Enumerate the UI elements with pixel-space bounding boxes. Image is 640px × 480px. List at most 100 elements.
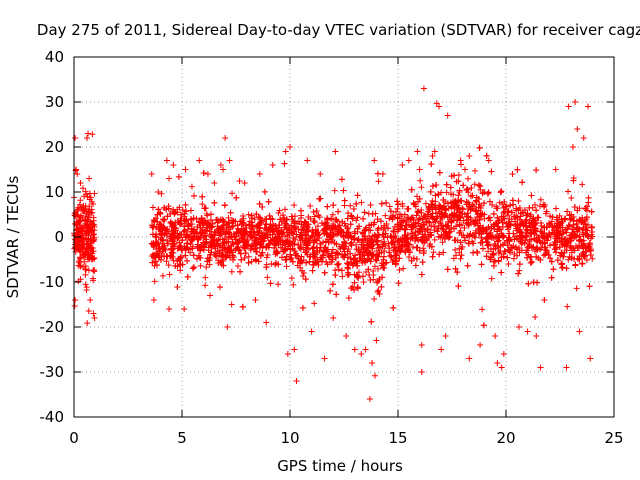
- data-point: [576, 226, 583, 233]
- data-point: [288, 275, 295, 282]
- data-point: [245, 253, 252, 260]
- data-point: [241, 245, 248, 252]
- data-point: [399, 200, 406, 207]
- data-point: [309, 245, 316, 252]
- data-point: [179, 207, 186, 214]
- data-point: [370, 267, 377, 274]
- data-point: [495, 237, 502, 244]
- data-point: [338, 176, 345, 183]
- data-point: [290, 281, 297, 288]
- data-point: [528, 192, 535, 199]
- data-point: [453, 252, 460, 259]
- data-point: [76, 201, 83, 208]
- data-point: [152, 258, 159, 265]
- data-point: [345, 210, 352, 217]
- data-point: [396, 266, 403, 273]
- data-point: [436, 251, 443, 258]
- data-point: [149, 222, 156, 229]
- data-point: [177, 267, 184, 274]
- data-point: [566, 242, 573, 249]
- data-point: [394, 205, 401, 212]
- data-point: [386, 203, 393, 210]
- data-point: [281, 160, 288, 167]
- data-point: [390, 304, 397, 311]
- data-point: [335, 208, 342, 215]
- data-point: [418, 207, 425, 214]
- data-point: [330, 222, 337, 229]
- data-point: [447, 184, 454, 191]
- data-point: [320, 239, 327, 246]
- data-point: [245, 211, 252, 218]
- data-point: [148, 240, 155, 247]
- data-point: [195, 236, 202, 243]
- y-tick-label: -30: [40, 363, 65, 381]
- data-point: [386, 215, 393, 222]
- data-point: [573, 285, 580, 292]
- data-point: [456, 187, 463, 194]
- data-point: [393, 208, 400, 215]
- data-point: [91, 268, 98, 275]
- data-point: [439, 239, 446, 246]
- data-point: [504, 208, 511, 215]
- data-point: [183, 208, 190, 215]
- data-point: [324, 215, 331, 222]
- data-point: [427, 188, 434, 195]
- data-point: [315, 212, 322, 219]
- data-point: [414, 209, 421, 216]
- data-point: [552, 249, 559, 256]
- data-point: [490, 251, 497, 258]
- data-point: [443, 189, 450, 196]
- data-point: [329, 281, 336, 288]
- data-point: [165, 205, 172, 212]
- data-point: [276, 207, 283, 214]
- data-point: [350, 255, 357, 262]
- data-point: [413, 256, 420, 263]
- y-axis-label: SDTVAR / TECUs: [4, 175, 22, 298]
- data-point: [241, 255, 248, 262]
- data-point: [447, 199, 454, 206]
- data-point: [348, 285, 355, 292]
- data-point: [547, 213, 554, 220]
- data-point: [366, 272, 373, 279]
- data-point: [351, 279, 358, 286]
- data-point: [383, 259, 390, 266]
- data-point: [227, 209, 234, 216]
- data-point: [153, 241, 160, 248]
- data-point: [579, 181, 586, 188]
- data-point: [327, 287, 334, 294]
- data-point: [489, 201, 496, 208]
- data-point: [488, 168, 495, 175]
- data-point: [184, 257, 191, 264]
- data-point: [344, 260, 351, 267]
- data-point: [160, 216, 167, 223]
- data-point: [565, 238, 572, 245]
- data-point: [505, 207, 512, 214]
- data-points: [71, 85, 596, 402]
- data-point: [247, 245, 254, 252]
- data-point: [494, 238, 501, 245]
- data-point: [176, 204, 183, 211]
- data-point: [402, 231, 409, 238]
- data-point: [374, 227, 381, 234]
- data-point: [297, 214, 304, 221]
- data-point: [264, 251, 271, 258]
- data-point: [154, 262, 161, 269]
- data-point: [566, 235, 573, 242]
- data-point: [516, 267, 523, 274]
- chart-title: Day 275 of 2011, Sidereal Day-to-day VTE…: [37, 21, 640, 39]
- data-point: [163, 258, 170, 265]
- data-point: [75, 258, 82, 265]
- data-point: [154, 211, 161, 218]
- data-point: [568, 215, 575, 222]
- x-tick-label: 5: [177, 429, 187, 447]
- data-point: [488, 275, 495, 282]
- data-point: [431, 236, 438, 243]
- data-point: [255, 214, 262, 221]
- data-point: [90, 200, 97, 207]
- data-point: [533, 207, 540, 214]
- data-point: [533, 236, 540, 243]
- data-point: [253, 211, 260, 218]
- data-point: [407, 216, 414, 223]
- data-point: [526, 238, 533, 245]
